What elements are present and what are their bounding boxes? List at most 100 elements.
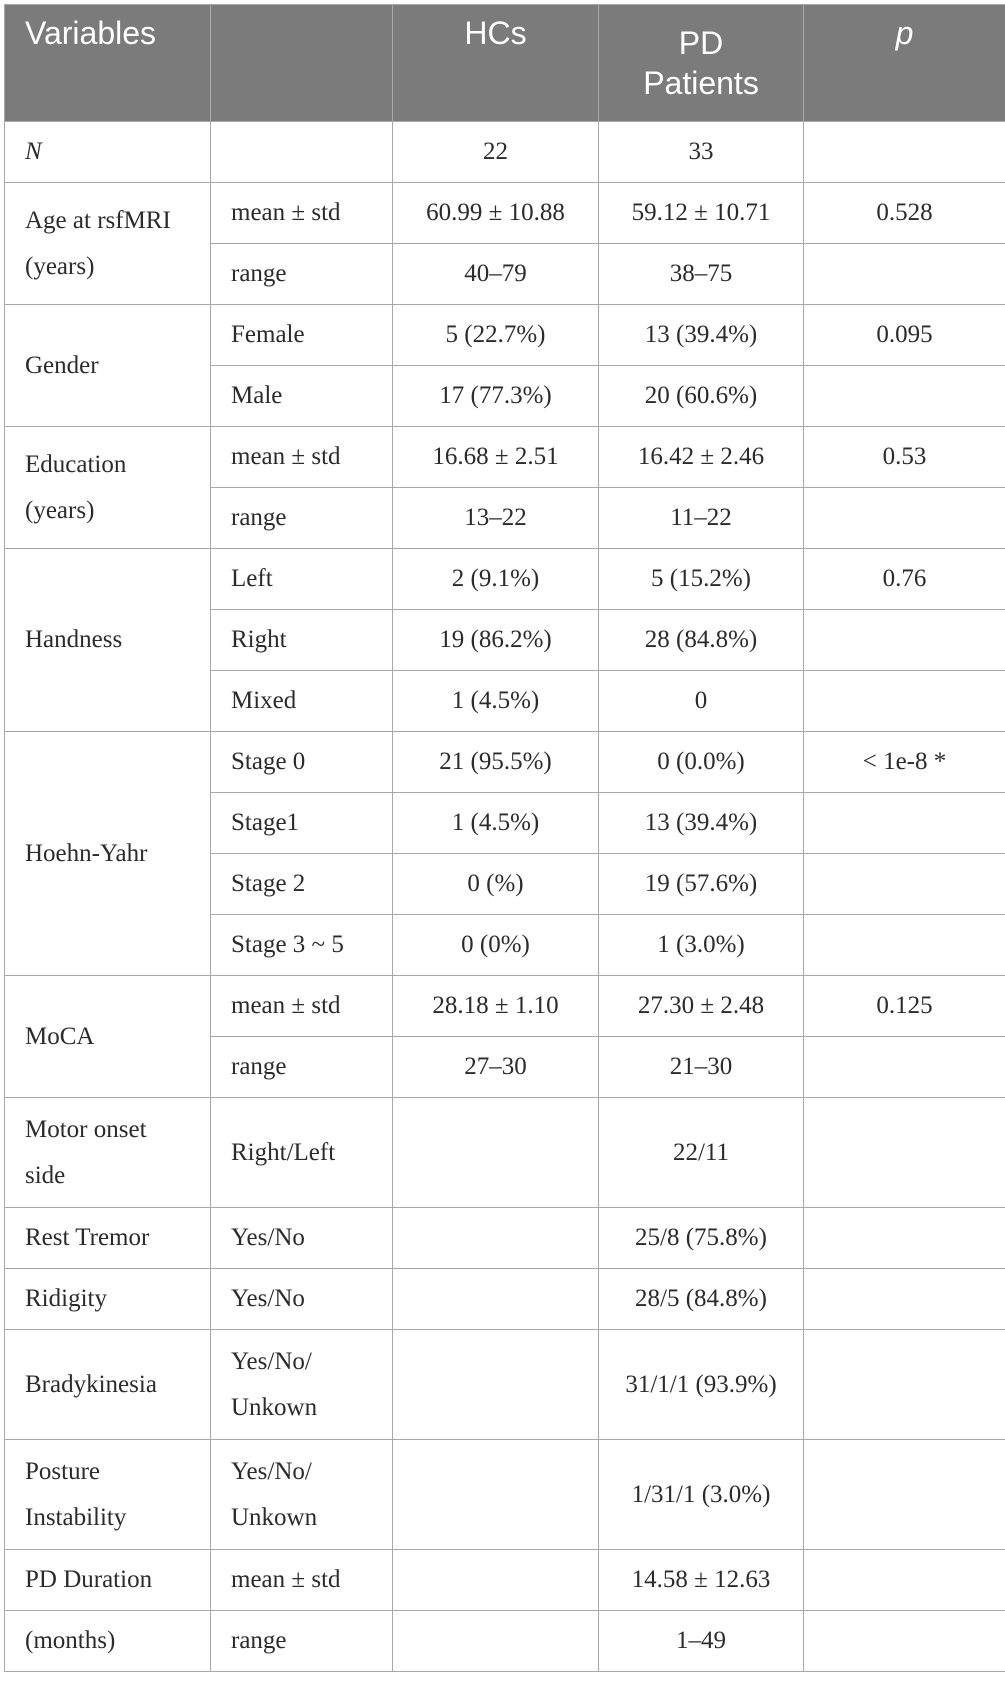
pd-cell: 31/1/1 (93.9%) xyxy=(598,1329,804,1440)
table-row: Rest Tremor Yes/No 25/8 (75.8%) xyxy=(4,1207,1005,1269)
pd-cell: 1–49 xyxy=(598,1610,804,1672)
row-label: Gender xyxy=(4,304,211,427)
p-cell xyxy=(803,1268,1005,1330)
row-label: Age at rsfMRI (years) xyxy=(4,182,211,305)
p-cell: < 1e-8 * xyxy=(803,731,1005,793)
row-label: Bradykinesia xyxy=(4,1329,211,1440)
hc-cell xyxy=(392,1610,599,1672)
pd-cell: 28 (84.8%) xyxy=(598,609,804,671)
stat-cell: mean ± std xyxy=(210,426,393,488)
stat-cell: mean ± std xyxy=(210,1549,393,1611)
stat-cell: Right/Left xyxy=(210,1097,393,1208)
table-row: (months) range 1–49 xyxy=(4,1610,1005,1672)
row-label: Motor onset side xyxy=(4,1097,211,1208)
header-p: p xyxy=(803,4,1005,122)
stat-cell: Yes/No xyxy=(210,1268,393,1330)
row-label: MoCA xyxy=(4,975,211,1098)
table-row: Age at rsfMRI (years) mean ± std 60.99 ±… xyxy=(4,182,1005,305)
stat-cell: Right xyxy=(210,609,393,671)
pd-cell: 59.12 ± 10.71 xyxy=(598,182,804,244)
p-cell: 0.528 xyxy=(803,182,1005,244)
p-cell xyxy=(803,1329,1005,1440)
stat-cell: Stage 0 xyxy=(210,731,393,793)
row-label: Rest Tremor xyxy=(4,1207,211,1269)
hc-cell: 27–30 xyxy=(392,1036,599,1098)
pd-cell: 14.58 ± 12.63 xyxy=(598,1549,804,1611)
stat-cell: Yes/No/ Unkown xyxy=(210,1329,393,1440)
hc-cell: 13–22 xyxy=(392,487,599,549)
p-cell xyxy=(803,670,1005,732)
table-row: Hoehn-Yahr Stage 0 21 (95.5%) 0 (0.0%) <… xyxy=(4,731,1005,976)
p-cell xyxy=(803,1207,1005,1269)
header-pd-patients: PD Patients xyxy=(598,4,804,122)
stat-cell: range xyxy=(210,243,393,305)
demographics-table: Variables HCs PD Patients p N 22 33 Age … xyxy=(4,4,1005,1672)
hc-cell: 0 (0%) xyxy=(392,914,599,976)
stat-cell: Stage1 xyxy=(210,792,393,854)
table-row: Right 19 (86.2%) 28 (84.8%) xyxy=(5,609,1005,671)
p-cell xyxy=(803,487,1005,549)
hc-cell: 1 (4.5%) xyxy=(392,792,599,854)
p-cell xyxy=(803,1097,1005,1208)
table-row: Bradykinesia Yes/No/ Unkown 31/1/1 (93.9… xyxy=(4,1329,1005,1440)
pd-cell: 13 (39.4%) xyxy=(598,304,804,366)
stat-cell: mean ± std xyxy=(210,975,393,1037)
stat-cell: Yes/No xyxy=(210,1207,393,1269)
stat-cell: Stage 3 ~ 5 xyxy=(210,914,393,976)
stat-cell: Stage 2 xyxy=(210,853,393,915)
pd-cell: 11–22 xyxy=(598,487,804,549)
table-row: Ridigity Yes/No 28/5 (84.8%) xyxy=(4,1268,1005,1330)
table-row: range 27–30 21–30 xyxy=(5,1036,1005,1098)
pd-cell: 0 xyxy=(598,670,804,732)
header-row: Variables HCs PD Patients p xyxy=(4,4,1005,122)
header-hcs: HCs xyxy=(392,4,599,122)
row-label: Handness xyxy=(4,548,211,732)
pd-cell: 27.30 ± 2.48 xyxy=(598,975,804,1037)
header-variables: Variables xyxy=(4,4,211,122)
pd-cell: 16.42 ± 2.46 xyxy=(598,426,804,488)
p-cell xyxy=(803,914,1005,976)
pd-cell: 5 (15.2%) xyxy=(598,548,804,610)
table-row: MoCA mean ± std 28.18 ± 1.10 27.30 ± 2.4… xyxy=(4,975,1005,1098)
hc-cell xyxy=(392,1329,599,1440)
pd-cell: 1/31/1 (3.0%) xyxy=(598,1439,804,1550)
table-row: range 13–22 11–22 xyxy=(5,487,1005,549)
p-cell xyxy=(803,243,1005,305)
pd-cell: 21–30 xyxy=(598,1036,804,1098)
stat-cell: Mixed xyxy=(210,670,393,732)
hc-cell: 40–79 xyxy=(392,243,599,305)
p-cell xyxy=(803,365,1005,427)
table-row: Handness Left 2 (9.1%) 5 (15.2%) 0.76 xyxy=(4,548,1005,732)
hc-cell: 60.99 ± 10.88 xyxy=(392,182,599,244)
hc-cell: 1 (4.5%) xyxy=(392,670,599,732)
table-row: Mixed 1 (4.5%) 0 xyxy=(5,670,1005,732)
row-label: PD Duration xyxy=(4,1549,211,1611)
stat-cell: Male xyxy=(210,365,393,427)
p-cell xyxy=(803,853,1005,915)
stat-cell xyxy=(210,121,393,183)
stat-cell: mean ± std xyxy=(210,182,393,244)
p-cell: 0.125 xyxy=(803,975,1005,1037)
row-label: Education (years) xyxy=(4,426,211,549)
pd-cell: 28/5 (84.8%) xyxy=(598,1268,804,1330)
stat-cell: range xyxy=(210,1610,393,1672)
pd-cell: 38–75 xyxy=(598,243,804,305)
table-row: Education (years) mean ± std 16.68 ± 2.5… xyxy=(4,426,1005,549)
hc-cell xyxy=(392,1207,599,1269)
pd-cell: 1 (3.0%) xyxy=(598,914,804,976)
stat-cell: range xyxy=(210,1036,393,1098)
pd-cell: 19 (57.6%) xyxy=(598,853,804,915)
table-row: Male 17 (77.3%) 20 (60.6%) xyxy=(5,365,1005,427)
pd-cell: 13 (39.4%) xyxy=(598,792,804,854)
hc-cell: 28.18 ± 1.10 xyxy=(392,975,599,1037)
table-row: Stage 3 ~ 5 0 (0%) 1 (3.0%) xyxy=(5,914,1005,976)
hc-cell: 2 (9.1%) xyxy=(392,548,599,610)
pd-cell: 22/11 xyxy=(598,1097,804,1208)
stat-cell: Yes/No/ Unkown xyxy=(210,1439,393,1550)
hc-cell: 21 (95.5%) xyxy=(392,731,599,793)
hc-cell xyxy=(392,1268,599,1330)
hc-cell: 0 (%) xyxy=(392,853,599,915)
p-cell xyxy=(803,792,1005,854)
p-cell xyxy=(803,1610,1005,1672)
hc-cell: 22 xyxy=(392,121,599,183)
